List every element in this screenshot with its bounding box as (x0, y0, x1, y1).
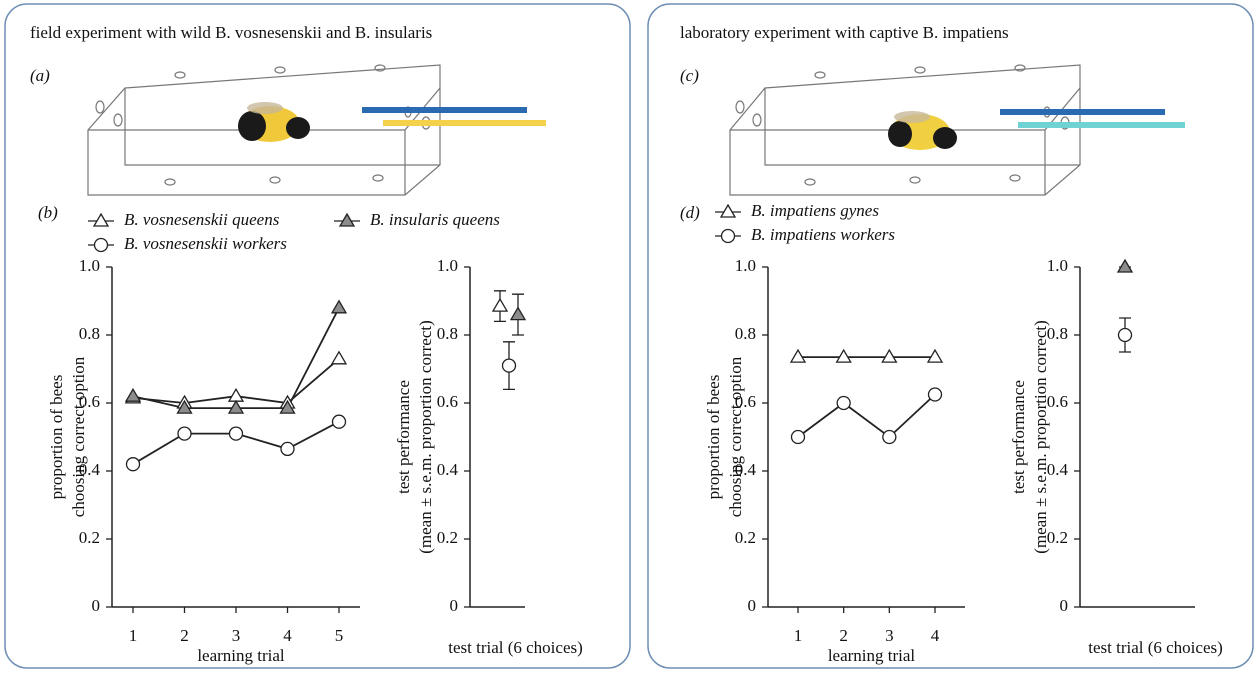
data-point (124, 387, 142, 402)
data-point (330, 350, 348, 365)
y-tick-label: 0 (92, 596, 101, 615)
y-axis-label: (mean ± s.e.m. proportion correct) (416, 320, 435, 554)
y-tick-label: 1.0 (735, 256, 756, 275)
data-point (176, 399, 193, 414)
y-tick-label: 0.8 (735, 324, 756, 343)
data-point (227, 399, 245, 414)
panel-label: (c) (680, 66, 699, 85)
legend-label: B. impatiens gynes (751, 201, 879, 220)
data-point (882, 429, 897, 445)
data-point (501, 358, 517, 373)
x-tick-label: 1 (129, 626, 138, 645)
y-tick-label: 1.0 (79, 256, 100, 275)
x-axis-label: test trial (6 choices) (448, 638, 583, 657)
y-tick-label: 0.8 (1047, 324, 1068, 343)
legend-label: B. impatiens workers (751, 225, 895, 244)
y-axis-label: proportion of bees (47, 375, 66, 500)
y-axis-label: proportion of bees (704, 375, 723, 500)
x-tick-label: 3 (232, 626, 241, 645)
y-tick-label: 0.4 (79, 460, 101, 479)
y-tick-label: 0.6 (735, 392, 756, 411)
y-tick-label: 0 (748, 596, 757, 615)
panel-label: (b) (38, 203, 58, 222)
y-tick-label: 1.0 (437, 256, 458, 275)
data-point (509, 306, 527, 321)
data-point (227, 387, 245, 402)
x-axis-label: learning trial (197, 646, 285, 665)
legend-label: B. vosnesenskii queens (124, 210, 280, 229)
data-point (835, 348, 852, 363)
illustration (729, 64, 1185, 196)
panel-title: field experiment with wild B. vosnesensk… (30, 23, 432, 42)
data-point (789, 348, 807, 363)
y-tick-label: 0.2 (735, 528, 756, 547)
legend-marker (719, 203, 737, 218)
x-tick-label: 4 (283, 626, 292, 645)
x-tick-label: 5 (335, 626, 344, 645)
x-tick-label: 1 (794, 626, 803, 645)
legend-marker (720, 228, 736, 244)
legend-label: B. insularis queens (370, 210, 500, 229)
y-axis-label: test performance (394, 380, 413, 494)
data-point (228, 426, 244, 441)
y-axis-label: choosing correct option (69, 356, 88, 517)
x-tick-label: 3 (885, 626, 894, 645)
legend-marker (93, 237, 109, 253)
x-tick-label: 4 (931, 626, 940, 645)
data-point (1116, 258, 1134, 273)
y-tick-label: 0.2 (1047, 528, 1068, 547)
y-tick-label: 0.2 (79, 528, 100, 547)
y-tick-label: 0.4 (735, 460, 757, 479)
data-point (279, 399, 296, 414)
panel-title: laboratory experiment with captive B. im… (680, 23, 1009, 42)
data-point (330, 299, 348, 314)
x-tick-label: 2 (839, 626, 848, 645)
data-point (331, 414, 347, 429)
y-tick-label: 0.2 (437, 528, 458, 547)
panel-label: (d) (680, 203, 700, 222)
data-point (926, 348, 944, 363)
series-line (797, 393, 936, 439)
x-axis-label: learning trial (828, 646, 916, 665)
legend-marker (92, 212, 110, 227)
panel-label: (a) (30, 66, 50, 85)
data-point (790, 429, 806, 445)
y-tick-label: 0.4 (1047, 460, 1069, 479)
y-tick-label: 0.8 (79, 324, 100, 343)
illustration (87, 64, 546, 196)
data-point (280, 441, 295, 457)
y-tick-label: 1.0 (1047, 256, 1068, 275)
data-point (881, 348, 898, 363)
legend-label: B. vosnesenskii workers (124, 234, 287, 253)
y-axis-label: test performance (1009, 380, 1028, 494)
y-axis-label: choosing correct option (726, 356, 745, 517)
y-tick-label: 0.6 (437, 392, 458, 411)
panel-frame (647, 3, 1254, 669)
data-point (125, 457, 141, 472)
y-tick-label: 0.8 (437, 324, 458, 343)
y-tick-label: 0.4 (437, 460, 459, 479)
data-point (836, 395, 851, 411)
x-axis-label: test trial (6 choices) (1088, 638, 1223, 657)
y-tick-label: 0.6 (79, 392, 100, 411)
panel-frame (4, 3, 631, 669)
y-tick-label: 0 (450, 596, 459, 615)
data-point (1117, 327, 1133, 343)
y-axis-label: (mean ± s.e.m. proportion correct) (1031, 320, 1050, 554)
y-tick-label: 0 (1060, 596, 1069, 615)
data-point (177, 426, 192, 441)
legend-marker (338, 212, 356, 227)
data-point (491, 297, 509, 312)
y-tick-label: 0.6 (1047, 392, 1068, 411)
data-point (927, 387, 943, 402)
x-tick-label: 2 (180, 626, 189, 645)
